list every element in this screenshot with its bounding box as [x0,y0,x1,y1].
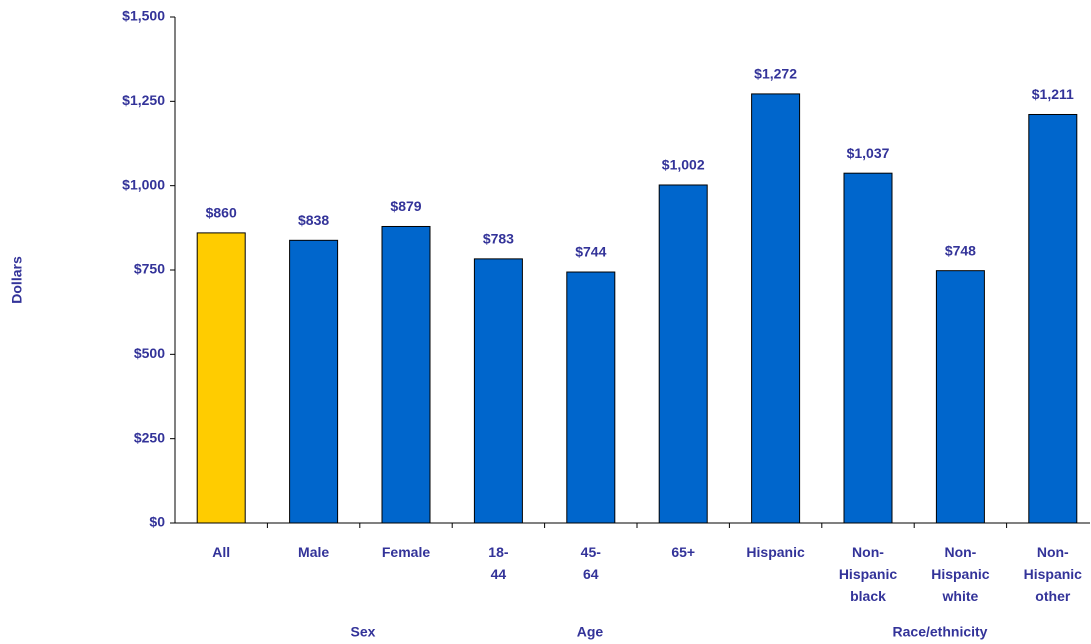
value-label: $860 [206,205,237,221]
y-axis-label: Dollars [9,256,25,304]
x-tick-label: All [212,544,230,560]
bar [289,239,339,524]
y-tick-label: $500 [134,345,165,361]
y-tick-label: $250 [134,429,165,445]
y-tick-label: $750 [134,261,165,277]
x-tick-label: Non-Hispanic black [839,544,898,604]
value-label: $1,002 [662,157,705,173]
value-label: $1,211 [1032,86,1074,102]
x-tick-label: Hispanic [746,544,805,560]
value-label: $748 [945,242,976,258]
bar [196,232,246,524]
value-label: $838 [298,212,329,228]
y-tick-label: $0 [149,514,165,530]
bar [1028,113,1078,524]
x-tick-label: Female [382,544,430,560]
x-tick-label: Male [298,544,329,560]
bar [381,225,431,524]
group-label: Sex [351,624,376,640]
value-label: $879 [390,198,421,214]
value-label: $1,037 [847,145,890,161]
x-tick-label: 18-44 [488,544,509,582]
value-label: $744 [575,244,606,260]
group-label: Race/ethnicity [893,624,988,640]
group-label: Age [577,624,604,640]
value-label: $783 [483,231,514,247]
x-tick-label: Non-Hispanic white [931,544,990,604]
x-tick-label: 65+ [671,544,695,560]
bar [935,270,985,524]
y-tick-label: $1,250 [122,92,165,108]
x-tick-label: Non-Hispanic other [1024,544,1083,604]
bar [566,271,616,524]
x-tick-label: 45-64 [581,544,602,582]
y-tick-label: $1,500 [122,8,165,24]
value-label: $1,272 [754,66,797,82]
bar [751,93,801,524]
y-tick-label: $1,000 [122,176,165,192]
bar [843,172,893,524]
bar [658,184,708,524]
bar [473,258,523,524]
